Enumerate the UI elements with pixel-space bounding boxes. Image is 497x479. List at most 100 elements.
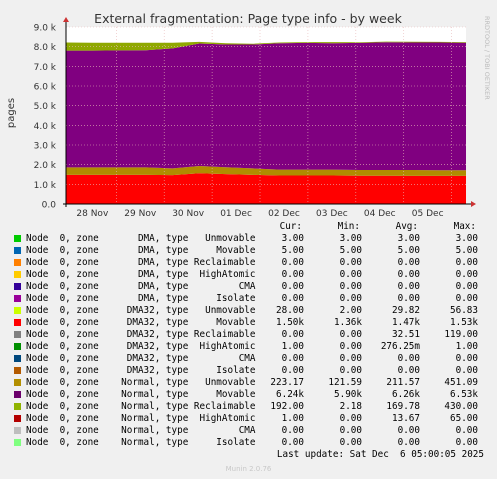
col-min: Min: [337, 221, 360, 232]
legend-min: 1.36k [334, 317, 362, 328]
legend-min: 5.00 [339, 245, 362, 256]
legend-swatch [14, 415, 21, 422]
legend-swatch [14, 283, 21, 290]
col-avg: Avg: [395, 221, 418, 232]
legend-label: Node 0, zone Normal, type Movable [26, 389, 256, 400]
legend-max: 3.00 [455, 233, 478, 244]
legend-avg: 6.26k [392, 389, 420, 400]
legend-row: Node 0, zone DMA32, type HighAtomic 1.00 0… [12, 341, 490, 353]
legend-avg: 0.00 [397, 353, 420, 364]
series-area-0 [66, 173, 466, 204]
legend-swatch [14, 355, 21, 362]
legend-min: 0.00 [339, 293, 362, 304]
legend-max: 430.00 [444, 401, 478, 412]
legend-avg: 1.47k [392, 317, 420, 328]
legend-row: Node 0, zone DMA32, type Movable 1.50k 1.3… [12, 317, 490, 329]
legend-min: 0.00 [339, 329, 362, 340]
legend-cur: 1.50k [276, 317, 304, 328]
legend-swatch [14, 295, 21, 302]
legend-label: Node 0, zone DMA, type Isolate [26, 293, 256, 304]
legend-avg: 3.00 [397, 233, 420, 244]
legend-min: 0.00 [339, 257, 362, 268]
legend-label: Node 0, zone DMA, type Reclaimable [26, 257, 256, 268]
col-max: Max: [453, 221, 476, 232]
legend-min: 0.00 [339, 437, 362, 448]
legend-min: 2.00 [339, 305, 362, 316]
x-tick-label-7: 05 Dec [412, 209, 444, 219]
legend-min: 0.00 [339, 365, 362, 376]
legend-row: Node 0, zone DMA, type HighAtomic 0.00 0.0… [12, 269, 490, 281]
legend-label: Node 0, zone DMA, type CMA [26, 281, 256, 292]
x-tick-label-1: 29 Nov [124, 209, 157, 219]
legend-max: 451.09 [444, 377, 478, 388]
legend-min: 0.00 [339, 353, 362, 364]
legend-cur: 1.00 [281, 341, 304, 352]
legend-label: Node 0, zone DMA32, type Isolate [26, 365, 256, 376]
legend-row: Node 0, zone Normal, type HighAtomic 1.00… [12, 413, 490, 425]
legend-cur: 0.00 [281, 329, 304, 340]
y-tick-label-2: 2.0 k [34, 161, 57, 171]
legend-label: Node 0, zone DMA32, type Unmovable [26, 305, 256, 316]
y-axis-arrow [63, 17, 69, 22]
legend-swatch [14, 331, 21, 338]
legend-cur: 223.17 [270, 377, 304, 388]
legend-max: 0.00 [455, 269, 478, 280]
legend-cur: 0.00 [281, 269, 304, 280]
series-area-2 [66, 42, 466, 171]
last-update: Last update: Sat Dec 6 05:00:05 2025 [276, 449, 484, 460]
chart: External fragmentation: Page type info -… [6, 11, 491, 219]
legend-row: Node 0, zone Normal, type CMA 0.00 0.00 0.0… [12, 425, 490, 437]
legend-max: 1.00 [455, 341, 478, 352]
y-tick-label-1: 1.0 k [34, 181, 57, 191]
legend-avg: 0.00 [397, 269, 420, 280]
legend-min: 0.00 [339, 281, 362, 292]
legend-cur: 1.00 [281, 413, 304, 424]
legend-max: 65.00 [450, 413, 478, 424]
legend-avg: 0.00 [397, 257, 420, 268]
legend-min: 3.00 [339, 233, 362, 244]
x-tick-label-3: 01 Dec [220, 209, 252, 219]
legend-cur: 0.00 [281, 281, 304, 292]
legend-avg: 0.00 [397, 281, 420, 292]
y-tick-label-4: 4.0 k [34, 122, 57, 132]
legend-label: Node 0, zone DMA32, type Movable [26, 317, 256, 328]
legend-swatch [14, 427, 21, 434]
legend-avg: 276.25m [380, 341, 420, 352]
legend-label: Node 0, zone Normal, type Reclaimable [26, 401, 256, 412]
legend-label: Node 0, zone DMA, type Unmovable [26, 233, 256, 244]
legend-avg: 0.00 [397, 365, 420, 376]
legend-avg: 0.00 [397, 437, 420, 448]
series-areas [66, 41, 466, 204]
legend-label: Node 0, zone Normal, type Unmovable [26, 377, 256, 388]
legend-header: Cur: Min: Avg: Max: [12, 221, 490, 233]
y-axis-label: pages [6, 98, 17, 128]
side-label: RRDTOOL / TOBI OETIKER [483, 16, 491, 100]
y-tick-label-7: 7.0 k [34, 63, 57, 73]
legend-label: Node 0, zone DMA, type Movable [26, 245, 256, 256]
legend-avg: 5.00 [397, 245, 420, 256]
legend-max: 0.00 [455, 353, 478, 364]
legend-swatch [14, 403, 21, 410]
legend-row: Node 0, zone Normal, type Movable 6.24k 5.… [12, 389, 490, 401]
legend-label: Node 0, zone Normal, type CMA [26, 425, 256, 436]
legend-max: 0.00 [455, 437, 478, 448]
x-axis-arrow [471, 201, 476, 207]
legend-min: 0.00 [339, 269, 362, 280]
legend-label: Node 0, zone Normal, type HighAtomic [26, 413, 256, 424]
legend-min: 0.00 [339, 425, 362, 436]
y-tick-label-3: 3.0 k [34, 142, 57, 152]
legend-row: Node 0, zone DMA32, type Reclaimable 0.00… [12, 329, 490, 341]
legend-max: 5.00 [455, 245, 478, 256]
legend-label: Node 0, zone Normal, type Isolate [26, 437, 256, 448]
x-ticks: 28 Nov 29 Nov 30 Nov 01 Dec 02 Dec 03 Dec 04 D… [76, 209, 443, 219]
legend-row: Node 0, zone Normal, type Isolate 0.00 0.0… [12, 437, 490, 449]
legend-cur: 192.00 [270, 401, 304, 412]
x-tick-label-5: 03 Dec [316, 209, 348, 219]
legend-row: Node 0, zone Normal, type Reclaimable 192… [12, 401, 490, 413]
legend-min: 5.90k [334, 389, 362, 400]
legend-swatch [14, 247, 21, 254]
legend-row: Node 0, zone DMA32, type Unmovable 28.00 2… [12, 305, 490, 317]
y-ticks: 0.0 1.0 k 2.0 k 3.0 k 4.0 k 5.0 k 6.0 k 7.0 k 8.… [34, 24, 57, 211]
legend-swatch [14, 439, 21, 446]
y-tick-label-5: 5.0 k [34, 102, 57, 112]
